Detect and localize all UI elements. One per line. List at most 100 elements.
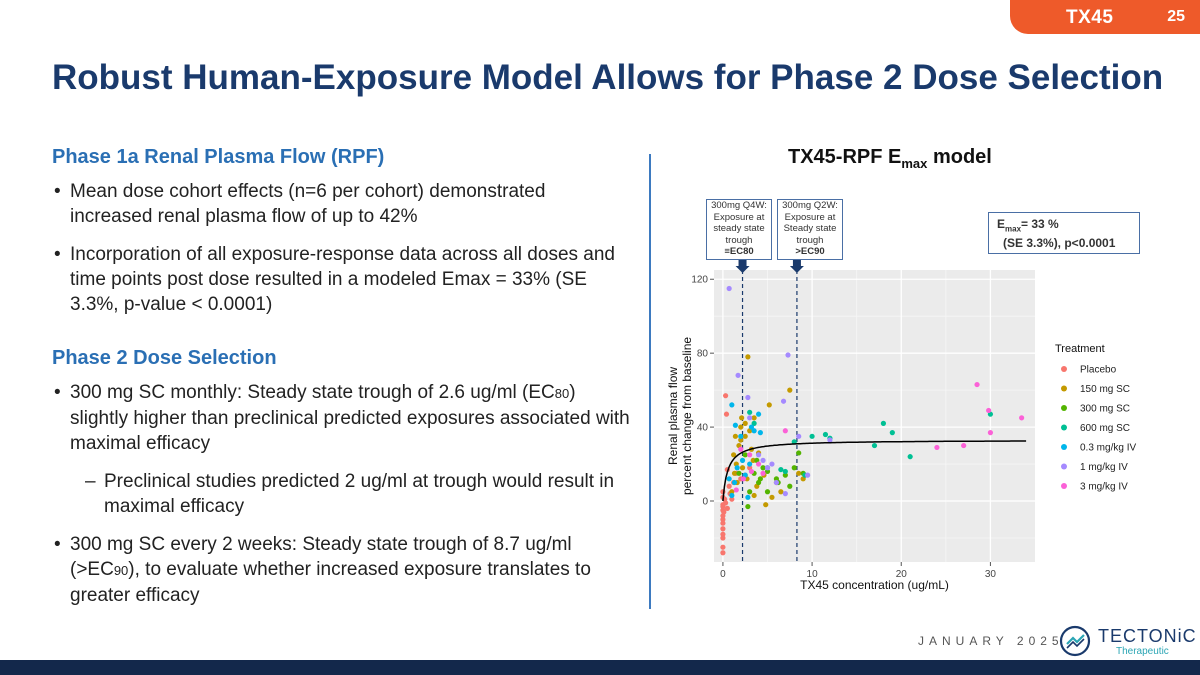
- data-point: [729, 496, 735, 502]
- data-point: [751, 428, 757, 434]
- data-point: [780, 398, 787, 404]
- data-point: [748, 468, 755, 475]
- legend-label: Placebo: [1080, 365, 1117, 376]
- column-divider: [649, 154, 651, 609]
- data-point: [738, 424, 744, 430]
- data-point: [1019, 415, 1025, 421]
- data-point: [782, 472, 788, 478]
- data-point: [739, 415, 745, 421]
- data-point: [974, 381, 980, 388]
- data-point: [796, 450, 802, 456]
- bullet-item: • 300 mg SC every 2 weeks: Steady state t…: [54, 534, 591, 606]
- data-point: [778, 466, 784, 473]
- bullet-text: ) slightly higher than preclinical predi…: [70, 382, 630, 454]
- x-tick-label: 20: [896, 569, 908, 580]
- data-point: [763, 502, 769, 508]
- data-point: [748, 424, 755, 430]
- y-tick-label: 120: [691, 275, 708, 286]
- product-tag-name: TX45: [1066, 7, 1114, 28]
- emax-result-box: Emax= 33 % (SE 3.3%), p<0.0001: [988, 212, 1140, 254]
- data-point: [731, 470, 738, 476]
- data-point: [740, 476, 747, 482]
- legend-swatch: [1061, 463, 1067, 470]
- data-point: [986, 407, 992, 414]
- data-point: [745, 354, 751, 360]
- data-point: [742, 433, 748, 439]
- data-point: [880, 420, 887, 426]
- logo-wordmark: TECTONiC: [1098, 626, 1197, 646]
- legend-label: 300 mg SC: [1080, 404, 1130, 415]
- y-tick-label: 0: [702, 497, 708, 508]
- data-point: [764, 468, 771, 475]
- data-point: [796, 433, 802, 439]
- data-point: [747, 415, 753, 421]
- emax-fit-curve: [722, 440, 1027, 502]
- data-point: [729, 489, 735, 495]
- data-point: [736, 470, 742, 476]
- data-point: [785, 352, 791, 358]
- data-point: [734, 465, 740, 471]
- section-heading-rpf: Phase 1a Renal Plasma Flow (RPF): [52, 146, 385, 168]
- data-point: [723, 411, 730, 417]
- data-point: [745, 494, 751, 500]
- data-point: [805, 472, 811, 478]
- data-point: [766, 402, 772, 408]
- x-tick-label: 0: [720, 569, 726, 580]
- data-point: [764, 489, 771, 495]
- plot-area: [714, 270, 1035, 562]
- callout-q4w: 300mg Q4W: Exposure at steady state trough ≡…: [706, 199, 772, 260]
- data-point: [755, 461, 762, 467]
- data-point: [720, 520, 726, 526]
- data-point: [871, 442, 878, 449]
- bullet-text: ), to evaluate whether increased exposur…: [70, 559, 591, 606]
- data-point: [827, 437, 833, 443]
- data-point: [726, 483, 732, 489]
- data-point: [782, 468, 788, 475]
- logo-subtitle: Therapeutic: [1116, 646, 1169, 657]
- data-point: [747, 461, 753, 467]
- company-logo: TECTONiC Therapeutic: [1058, 624, 1196, 658]
- data-point: [720, 531, 726, 537]
- data-point: [742, 452, 748, 458]
- legend-swatch: [1061, 405, 1067, 411]
- left-column: Phase 1a Renal Plasma Flow (RPF) • Mean d…: [52, 146, 632, 621]
- data-point: [934, 444, 940, 451]
- data-point: [745, 394, 751, 401]
- y-axis-label: Renal plasma flow: [666, 367, 680, 465]
- data-point: [769, 461, 775, 467]
- legend-label: 0.3 mg/kg IV: [1080, 443, 1136, 454]
- sub-bullet-item: – Preclinical studies predicted 2 ug/ml a…: [85, 471, 615, 517]
- data-point: [782, 491, 788, 497]
- sub-bullet-text: Preclinical studies predicted 2 ug/ml at…: [104, 471, 615, 517]
- legend-label: 150 mg SC: [1080, 384, 1130, 395]
- data-point: [720, 516, 726, 523]
- data-point: [747, 489, 753, 495]
- data-point: [733, 487, 739, 493]
- data-point: [738, 433, 744, 439]
- y-tick-label: 80: [697, 349, 709, 360]
- legend-swatch: [1061, 366, 1067, 372]
- data-point: [738, 437, 744, 443]
- y-tick-label: 40: [697, 423, 709, 434]
- data-point: [745, 503, 751, 510]
- data-point: [722, 393, 729, 399]
- data-point: [791, 465, 797, 471]
- y-axis-label: percent change from baseline: [680, 337, 694, 495]
- bullet-item: • Mean dose cohort effects (n=6 per cohor…: [54, 181, 546, 227]
- legend-label: 600 mg SC: [1080, 423, 1130, 434]
- data-point: [742, 420, 748, 426]
- data-point: [732, 433, 739, 439]
- bullet-item: • Incorporation of all exposure-response …: [54, 244, 615, 315]
- data-point: [987, 430, 994, 436]
- arrow-down-icon: [789, 260, 804, 273]
- data-point: [755, 452, 762, 458]
- data-point: [778, 489, 784, 495]
- legend-swatch: [1061, 444, 1067, 450]
- slide-title: Robust Human-Exposure Model Allows for P…: [52, 58, 1164, 97]
- data-point: [720, 550, 726, 556]
- data-point: [721, 509, 727, 515]
- bullet-text: 300 mg SC every 2 weeks: Steady state tr…: [70, 534, 572, 580]
- legend-swatch: [1061, 424, 1067, 431]
- data-point: [751, 415, 757, 421]
- data-point: [724, 505, 730, 512]
